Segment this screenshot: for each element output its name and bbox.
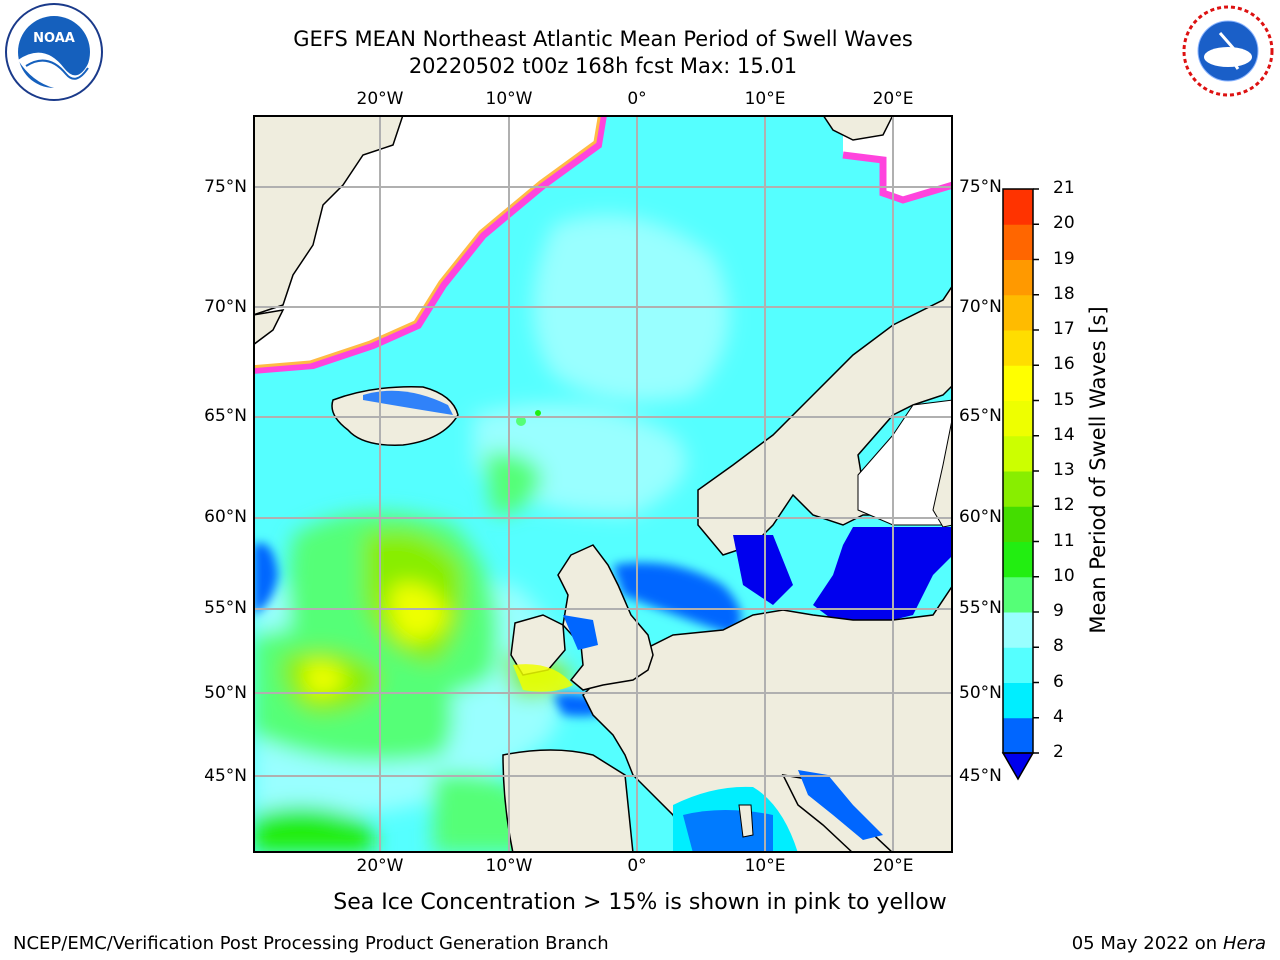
credit-line: NCEP/EMC/Verification Post Processing Pr… (13, 933, 609, 954)
colorbar-bin (1003, 400, 1033, 437)
lat-label-left-70n: 70°N (204, 297, 247, 317)
colorbar-tick-label: 14 (1053, 424, 1075, 445)
colorbar-bin (1003, 365, 1033, 401)
colorbar-tick-label: 2 (1053, 742, 1064, 762)
lat-label-right-50n: 50°N (959, 683, 1002, 703)
lat-label-right-70n: 70°N (959, 297, 1002, 317)
colorbar-tick-label: 19 (1053, 248, 1075, 269)
colorbar-tick-label: 12 (1053, 495, 1075, 516)
svalbard (822, 115, 894, 141)
lon-label-top-10w: 10°W (485, 89, 533, 109)
lat-label-left-75n: 75°N (204, 177, 247, 197)
map (253, 115, 953, 853)
colorbar-tick-label: 11 (1053, 530, 1075, 551)
chart-title: GEFS MEAN Northeast Atlantic Mean Period… (293, 27, 913, 51)
colorbar-extend-arrow (1001, 752, 1035, 781)
lon-label-bottom-20e: 20°E (872, 856, 914, 876)
colorbar-tick-label: 4 (1053, 706, 1064, 727)
lon-label-bottom-20w: 20°W (356, 856, 404, 876)
colorbar-bin (1003, 435, 1033, 472)
colorbar-bin (1003, 576, 1033, 613)
colorbar-bin (1003, 541, 1033, 578)
lat-label-right-55n: 55°N (959, 598, 1002, 618)
colorbar-tick-label: 9 (1053, 601, 1064, 621)
lon-label-top-20e: 20°E (872, 89, 914, 109)
chart-subtitle: 20220502 t00z 168h fcst Max: 15.01 (408, 54, 798, 78)
lat-label-left-65n: 65°N (204, 406, 247, 426)
colorbar-tick-label: 8 (1053, 636, 1064, 657)
lat-label-left-50n: 50°N (204, 683, 247, 703)
lon-label-top-0: 0° (627, 89, 647, 109)
colorbar-tick-label: 13 (1053, 460, 1075, 480)
noaa-logo-text: NOAA (33, 31, 75, 46)
lat-label-right-75n: 75°N (959, 177, 1002, 197)
lon-label-bottom-10e: 10°E (744, 856, 786, 876)
adriatic-sea (798, 770, 883, 840)
colorbar-tick-label: 6 (1053, 671, 1064, 692)
colorbar (1001, 188, 1039, 781)
graticule (253, 115, 953, 853)
lat-label-right-60n: 60°N (959, 507, 1002, 527)
lat-label-left-45n: 45°N (204, 766, 247, 786)
colorbar-bin (1003, 682, 1033, 719)
swell-field (253, 215, 729, 853)
sea-ice-edge (253, 115, 607, 374)
colorbar-bin (1003, 189, 1033, 225)
colorbar-bin (1003, 506, 1033, 542)
colorbar-bin (1003, 330, 1033, 366)
great-britain (557, 544, 654, 691)
lon-label-bottom-0: 0° (627, 856, 647, 876)
colorbar-tick-label: 15 (1053, 389, 1075, 410)
lon-label-top-10e: 10°E (744, 89, 786, 109)
lat-label-left-60n: 60°N (204, 507, 247, 527)
noaa-logo: NOAA (5, 3, 103, 101)
colorbar-tick-label: 16 (1053, 354, 1075, 375)
ireland (510, 614, 566, 676)
colorbar-tick-label: 10 (1053, 565, 1075, 586)
colorbar-bin (1003, 259, 1033, 296)
host-name: Hera (1222, 933, 1266, 954)
greenland (253, 115, 404, 316)
lat-label-right-45n: 45°N (959, 766, 1002, 786)
sea-ice-note-text: Sea Ice Concentration > 15% is shown in … (333, 890, 947, 915)
colorbar-tick-label: 20 (1053, 213, 1075, 234)
colorbar-bin (1003, 224, 1033, 260)
baltic-sea (813, 527, 953, 625)
sea-ice-note: Sea Ice Concentration > 15% is shown in … (0, 890, 1280, 915)
date-line: 05 May 2022 on Hera (1072, 933, 1266, 954)
lat-label-right-65n: 65°N (959, 406, 1002, 426)
lon-label-bottom-10w: 10°W (485, 856, 533, 876)
colorbar-bin (1003, 471, 1033, 507)
date-text: 05 May 2022 on (1071, 933, 1218, 954)
colorbar-label: Mean Period of Swell Waves [s] (1086, 306, 1110, 634)
colorbar-tick-label: 21 (1053, 178, 1075, 198)
nws-logo (1182, 5, 1274, 97)
colorbar-bin (1003, 717, 1033, 754)
colorbar-tick-label: 18 (1053, 283, 1075, 304)
colorbar-bin (1003, 647, 1033, 683)
colorbar-tick-label: 17 (1053, 319, 1075, 339)
lon-label-top-20w: 20°W (356, 89, 404, 109)
colorbar-bin (1003, 612, 1033, 648)
lat-label-left-55n: 55°N (204, 598, 247, 618)
colorbar-bin (1003, 294, 1033, 331)
